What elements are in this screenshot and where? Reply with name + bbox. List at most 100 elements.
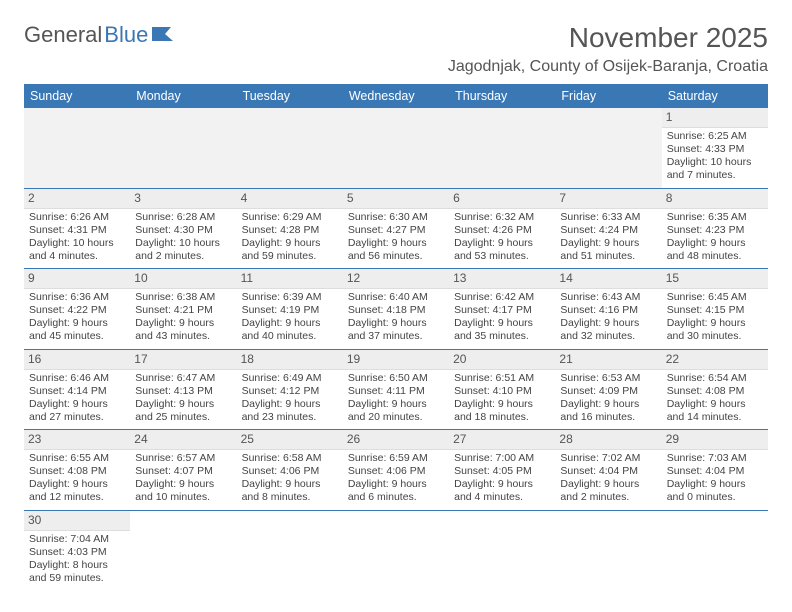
day-info-line: Sunrise: 6:51 AM <box>454 372 550 385</box>
day-info-line: Sunrise: 6:59 AM <box>348 452 444 465</box>
day-info-line: Sunrise: 6:47 AM <box>135 372 231 385</box>
day-info-line: Daylight: 9 hours <box>667 317 763 330</box>
empty-cell <box>24 108 130 188</box>
header: GeneralBlue November 2025 Jagodnjak, Cou… <box>24 22 768 76</box>
day-number: 24 <box>130 430 236 450</box>
day-number: 8 <box>662 189 768 209</box>
day-info-line: Sunrise: 7:02 AM <box>560 452 656 465</box>
day-cell: 15Sunrise: 6:45 AMSunset: 4:15 PMDayligh… <box>662 269 768 350</box>
day-info-line: Daylight: 9 hours <box>29 398 125 411</box>
day-cell: 26Sunrise: 6:59 AMSunset: 4:06 PMDayligh… <box>343 430 449 511</box>
day-cell: 20Sunrise: 6:51 AMSunset: 4:10 PMDayligh… <box>449 349 555 430</box>
day-number: 14 <box>555 269 661 289</box>
day-info-line: Sunrise: 7:00 AM <box>454 452 550 465</box>
day-info-line: and 51 minutes. <box>560 250 656 263</box>
day-info-line: Sunset: 4:04 PM <box>560 465 656 478</box>
day-info-line: and 2 minutes. <box>560 491 656 504</box>
day-info-line: Sunset: 4:17 PM <box>454 304 550 317</box>
day-info-line: and 14 minutes. <box>667 411 763 424</box>
week-row: 9Sunrise: 6:36 AMSunset: 4:22 PMDaylight… <box>24 269 768 350</box>
day-cell: 6Sunrise: 6:32 AMSunset: 4:26 PMDaylight… <box>449 188 555 269</box>
day-info-line: Daylight: 10 hours <box>29 237 125 250</box>
brand-logo: GeneralBlue <box>24 22 177 48</box>
day-header-row: SundayMondayTuesdayWednesdayThursdayFrid… <box>24 84 768 108</box>
day-info-line: Daylight: 10 hours <box>135 237 231 250</box>
location-text: Jagodnjak, County of Osijek-Baranja, Cro… <box>448 58 768 76</box>
day-header: Friday <box>555 84 661 108</box>
day-number: 23 <box>24 430 130 450</box>
day-info-line: Daylight: 9 hours <box>348 478 444 491</box>
day-info-line: Sunrise: 6:25 AM <box>667 130 763 143</box>
day-number: 30 <box>24 511 130 531</box>
day-info-line: and 45 minutes. <box>29 330 125 343</box>
week-row: 2Sunrise: 6:26 AMSunset: 4:31 PMDaylight… <box>24 188 768 269</box>
empty-cell <box>130 108 236 188</box>
day-info-line: and 35 minutes. <box>454 330 550 343</box>
day-info-line: Sunset: 4:21 PM <box>135 304 231 317</box>
day-info-line: and 6 minutes. <box>348 491 444 504</box>
day-info-line: Daylight: 9 hours <box>560 478 656 491</box>
day-info-line: Sunrise: 6:45 AM <box>667 291 763 304</box>
day-number: 9 <box>24 269 130 289</box>
day-number: 13 <box>449 269 555 289</box>
day-info-line: Daylight: 9 hours <box>242 478 338 491</box>
day-cell: 4Sunrise: 6:29 AMSunset: 4:28 PMDaylight… <box>237 188 343 269</box>
day-cell: 10 Sunrise: 6:38 AMSunset: 4:21 PMDayligh… <box>130 269 236 350</box>
day-cell: 18Sunrise: 6:49 AMSunset: 4:12 PMDayligh… <box>237 349 343 430</box>
day-cell: 11Sunrise: 6:39 AMSunset: 4:19 PMDayligh… <box>237 269 343 350</box>
day-number: 27 <box>449 430 555 450</box>
day-number: 29 <box>662 430 768 450</box>
day-info-line: Sunset: 4:26 PM <box>454 224 550 237</box>
day-info-line: Daylight: 9 hours <box>348 237 444 250</box>
day-info-line: and 27 minutes. <box>29 411 125 424</box>
day-info-line: Sunrise: 6:36 AM <box>29 291 125 304</box>
day-info-line: Daylight: 9 hours <box>29 478 125 491</box>
day-number: 10 <box>130 269 236 289</box>
title-block: November 2025 Jagodnjak, County of Osije… <box>448 22 768 76</box>
day-info-line: Daylight: 9 hours <box>29 317 125 330</box>
empty-cell <box>449 510 555 590</box>
day-info-line: Daylight: 9 hours <box>667 398 763 411</box>
day-number: 11 <box>237 269 343 289</box>
day-info-line: Sunset: 4:07 PM <box>135 465 231 478</box>
day-info-line: Sunrise: 7:04 AM <box>29 533 125 546</box>
day-info-line: Daylight: 9 hours <box>242 398 338 411</box>
day-cell: 17Sunrise: 6:47 AMSunset: 4:13 PMDayligh… <box>130 349 236 430</box>
day-header: Tuesday <box>237 84 343 108</box>
day-info-line: Sunrise: 6:26 AM <box>29 211 125 224</box>
day-info-line: and 10 minutes. <box>135 491 231 504</box>
day-info-line: Sunrise: 6:29 AM <box>242 211 338 224</box>
day-number: 19 <box>343 350 449 370</box>
day-info-line: Daylight: 9 hours <box>560 317 656 330</box>
day-info-line: and 16 minutes. <box>560 411 656 424</box>
brand-part1: General <box>24 22 102 48</box>
day-info-line: and 59 minutes. <box>29 572 125 585</box>
day-number: 5 <box>343 189 449 209</box>
day-info-line: Sunset: 4:33 PM <box>667 143 763 156</box>
day-info-line: and 48 minutes. <box>667 250 763 263</box>
week-row: 30Sunrise: 7:04 AMSunset: 4:03 PMDayligh… <box>24 510 768 590</box>
day-info-line: Sunset: 4:23 PM <box>667 224 763 237</box>
empty-cell <box>449 108 555 188</box>
brand-part2: Blue <box>104 22 148 48</box>
day-info-line: Daylight: 9 hours <box>135 317 231 330</box>
day-info-line: Sunset: 4:04 PM <box>667 465 763 478</box>
day-info-line: Sunset: 4:15 PM <box>667 304 763 317</box>
day-info-line: and 53 minutes. <box>454 250 550 263</box>
empty-cell <box>555 510 661 590</box>
day-info-line: Daylight: 9 hours <box>560 398 656 411</box>
day-info-line: Sunset: 4:27 PM <box>348 224 444 237</box>
day-info-line: Daylight: 9 hours <box>348 317 444 330</box>
day-cell: 21Sunrise: 6:53 AMSunset: 4:09 PMDayligh… <box>555 349 661 430</box>
day-cell: 2Sunrise: 6:26 AMSunset: 4:31 PMDaylight… <box>24 188 130 269</box>
day-info-line: Sunrise: 6:38 AM <box>135 291 231 304</box>
day-info-line: Sunrise: 6:53 AM <box>560 372 656 385</box>
day-number: 3 <box>130 189 236 209</box>
week-row: 16Sunrise: 6:46 AMSunset: 4:14 PMDayligh… <box>24 349 768 430</box>
day-info-line: Sunrise: 6:57 AM <box>135 452 231 465</box>
day-info-line: and 4 minutes. <box>29 250 125 263</box>
day-info-line: Daylight: 9 hours <box>454 398 550 411</box>
day-cell: 3Sunrise: 6:28 AMSunset: 4:30 PMDaylight… <box>130 188 236 269</box>
day-info-line: Sunset: 4:03 PM <box>29 546 125 559</box>
day-info-line: Sunset: 4:06 PM <box>242 465 338 478</box>
